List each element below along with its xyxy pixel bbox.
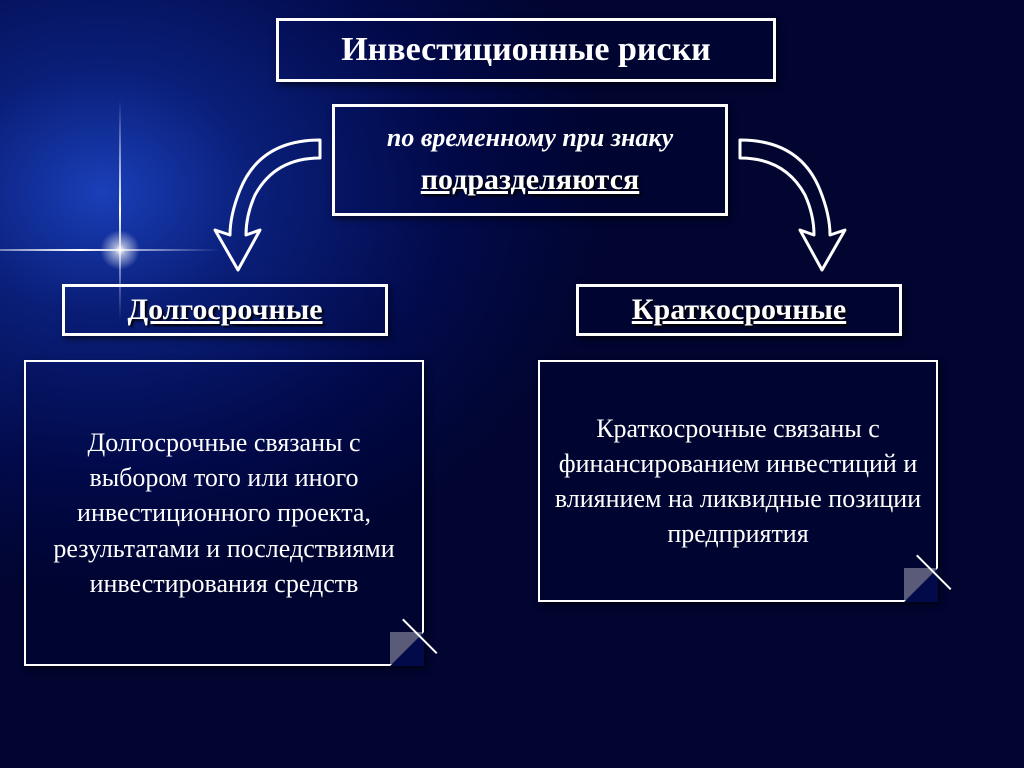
category-right-label: Краткосрочные (632, 293, 846, 327)
title-box: Инвестиционные риски (276, 18, 776, 82)
subtitle-line2: подразделяются (421, 163, 640, 197)
title-text: Инвестиционные риски (341, 31, 711, 69)
page-fold-icon (390, 632, 424, 666)
category-right-box: Краткосрочные (576, 284, 902, 336)
subtitle-box: по временному при знаку подразделяются (332, 104, 728, 216)
description-right-box: Краткосрочные связаны с финансированием … (538, 360, 938, 602)
category-left-label: Долгосрочные (127, 293, 322, 327)
page-fold-icon (904, 568, 938, 602)
category-left-box: Долгосрочные (62, 284, 388, 336)
subtitle-line1: по временному при знаку (387, 123, 673, 153)
arrow-left-icon (200, 130, 340, 280)
description-left-text: Долгосрочные связаны с выбором того или … (36, 425, 412, 600)
description-right-text: Краткосрочные связаны с финансированием … (550, 411, 926, 551)
arrow-right-icon (720, 130, 860, 280)
description-left-box: Долгосрочные связаны с выбором того или … (24, 360, 424, 666)
